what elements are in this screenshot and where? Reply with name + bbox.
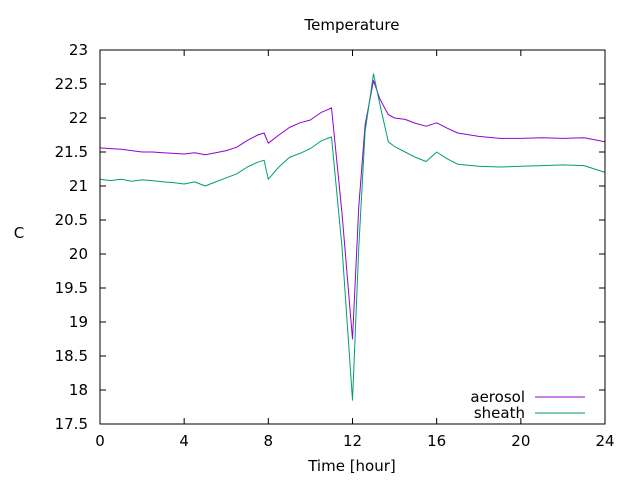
y-tick-label: 18: [69, 381, 88, 399]
y-tick-label: 22.5: [55, 75, 88, 93]
plot-area-frame: [99, 49, 606, 425]
y-tick-label: 20: [69, 245, 88, 263]
series-layer: [99, 73, 606, 401]
x-tick-label: 4: [179, 432, 189, 450]
chart-title: Temperature: [303, 16, 399, 34]
legend-label-aerosol: aerosol: [470, 388, 525, 406]
x-tick-label: 24: [595, 432, 614, 450]
y-tick-label: 21.5: [55, 143, 88, 161]
x-tick-label: 16: [427, 432, 446, 450]
tick-marks: [99, 49, 606, 425]
y-tick-label: 17.5: [55, 415, 88, 433]
y-axis-title: C: [14, 224, 24, 242]
y-tick-labels: 17.5 18 18.5 19 19.5 20 20.5 21 21.5 22 22.5 23: [55, 41, 88, 433]
series-line-aerosol: [99, 80, 606, 340]
legend-label-sheath: sheath: [474, 404, 525, 422]
x-tick-label: 20: [511, 432, 530, 450]
y-tick-label: 19.5: [55, 279, 88, 297]
x-tick-labels: 0 4 8 12 16 20 24: [95, 432, 614, 450]
series-line-sheath: [99, 73, 606, 401]
x-tick-label: 8: [264, 432, 274, 450]
y-tick-label: 23: [69, 41, 88, 59]
x-tick-label: 0: [95, 432, 105, 450]
y-tick-label: 20.5: [55, 211, 88, 229]
x-tick-label: 12: [343, 432, 362, 450]
y-tick-label: 21: [69, 177, 88, 195]
x-axis-title: Time [hour]: [307, 457, 396, 475]
y-tick-label: 18.5: [55, 347, 88, 365]
y-tick-label: 22: [69, 109, 88, 127]
y-tick-label: 19: [69, 313, 88, 331]
